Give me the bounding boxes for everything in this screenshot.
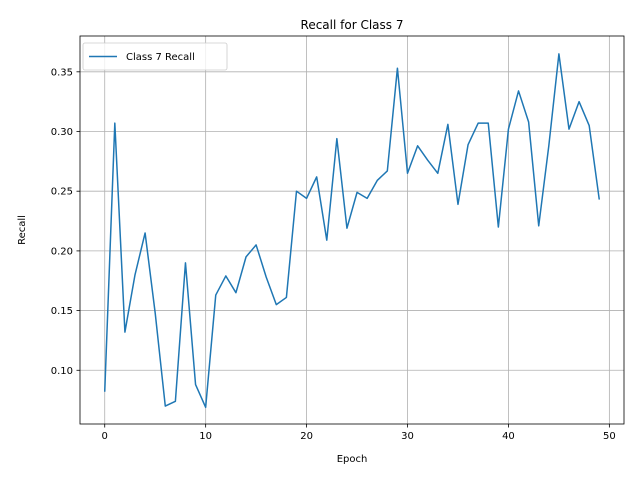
x-axis-label: Epoch [337, 454, 368, 465]
chart-title: Recall for Class 7 [301, 18, 404, 32]
y-tick-label: 0.15 [51, 306, 73, 317]
series-layer [103, 53, 601, 409]
x-axis-ticks: 0 10 20 30 40 50 [102, 424, 616, 442]
y-axis-ticks: 0.10 0.15 0.20 0.25 0.30 0.35 [51, 67, 80, 377]
y-tick-label: 0.35 [51, 67, 73, 78]
x-tick-label: 40 [502, 431, 515, 442]
legend-box [82, 42, 228, 71]
y-tick-label: 0.20 [51, 246, 73, 257]
x-tick-label: 50 [603, 431, 616, 442]
y-axis-label: Recall [17, 215, 28, 245]
plot-frame [79, 35, 625, 425]
x-tick-label: 20 [300, 431, 313, 442]
grid-lines [80, 36, 624, 424]
x-tick-label: 10 [199, 431, 212, 442]
x-tick-label: 30 [401, 431, 414, 442]
legend: Class 7 Recall [82, 42, 228, 71]
y-tick-label: 0.30 [51, 127, 73, 138]
series-line-class-7-recall [103, 53, 601, 409]
y-tick-label: 0.10 [51, 366, 73, 377]
y-tick-label: 0.25 [51, 187, 73, 198]
legend-label: Class 7 Recall [126, 52, 195, 63]
x-tick-label: 0 [102, 431, 108, 442]
